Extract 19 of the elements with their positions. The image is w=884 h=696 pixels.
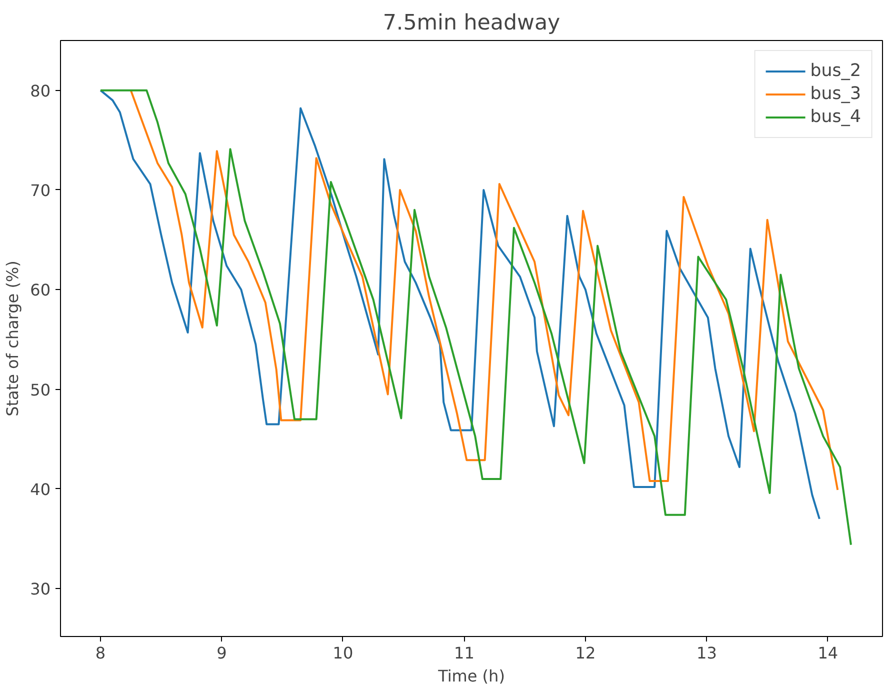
legend-label: bus_3 xyxy=(810,84,861,104)
y-axis-title: State of charge (%) xyxy=(3,260,22,416)
legend-label: bus_2 xyxy=(810,61,861,81)
x-tick-label: 9 xyxy=(216,644,227,662)
y-tick-label: 60 xyxy=(30,280,50,300)
x-axis-title: Time (h) xyxy=(437,666,505,686)
chart-title: 7.5min headway xyxy=(382,10,560,36)
x-tick-label: 10 xyxy=(332,644,354,662)
x-tick-label: 14 xyxy=(818,644,838,662)
x-tick-label: 8 xyxy=(95,644,106,662)
y-tick-label: 70 xyxy=(30,181,50,200)
x-tick-label: 12 xyxy=(575,644,596,662)
x-tick-label: 11 xyxy=(454,644,474,662)
y-tick-label: 80 xyxy=(30,81,50,100)
x-tick-label: 13 xyxy=(696,644,717,662)
legend-label: bus_4 xyxy=(810,107,861,127)
y-tick-label: 50 xyxy=(30,380,50,400)
y-tick-label: 40 xyxy=(30,480,50,499)
y-tick-label: 30 xyxy=(30,580,50,599)
